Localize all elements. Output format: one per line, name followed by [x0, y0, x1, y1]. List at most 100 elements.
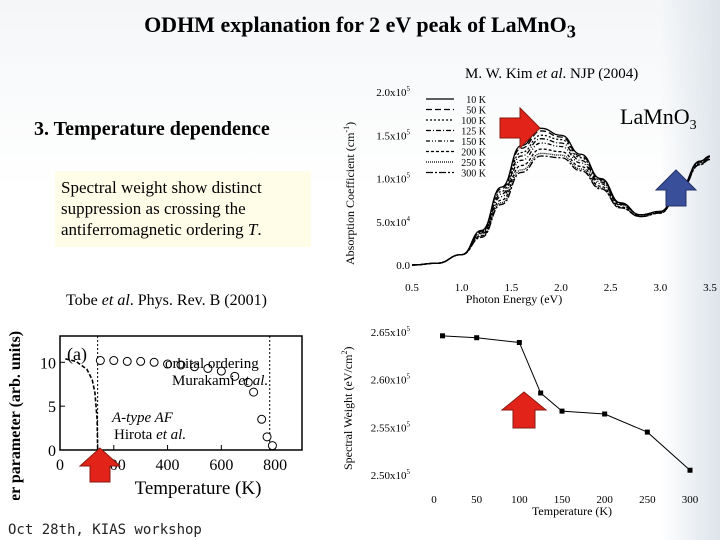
- abs-x-ticks: 0.5 1.0 1.5 2.0 2.5 3.0 3.5: [405, 282, 717, 294]
- abs-series-line: [411, 127, 711, 266]
- tobe-etal: et al: [101, 292, 130, 309]
- abs-y-tick-label: 0.0: [396, 260, 410, 272]
- sw-x-ticks: 0 50 100 150 200 250 300: [431, 494, 699, 506]
- absorption-chart: Absorption Coefficient (cm-1) 0.0 5.0x104…: [342, 85, 717, 306]
- tobe-plot: [65, 336, 277, 451]
- spectral-weight-chart: Spectral Weight (eV/cm2) 2.50x105 2.55x10…: [340, 325, 699, 518]
- tobe-x-tick-label: 400: [156, 457, 180, 474]
- abs-x-tick-label: 1.0: [455, 282, 469, 294]
- sw-y-tick-label: 2.55x105: [371, 420, 411, 434]
- abs-y-ticks: 0.0 5.0x104 1.0x105 1.5x105 2.0x105: [376, 85, 410, 272]
- tobe-y-tick-label: 10: [40, 355, 56, 372]
- red-arrow-up-icon-sw: [500, 391, 548, 429]
- abs-y-tick-label: 2.0x105: [376, 85, 410, 99]
- footer-text: Oct 28th, KIAS workshop: [8, 522, 202, 538]
- orbital-data-point: [136, 356, 146, 366]
- sw-data-point: [474, 335, 480, 341]
- sw-x-tick-label: 250: [639, 494, 656, 506]
- abs-x-tick-label: 3.0: [653, 282, 667, 294]
- abs-curves: [411, 127, 711, 266]
- orbital-data-point: [95, 356, 105, 366]
- tobe-y-axis-label: order parameter (arb. units): [7, 331, 24, 500]
- abs-y-tick-label: 5.0x104: [376, 215, 410, 229]
- abs-series-line: [411, 138, 711, 266]
- order-parameter-chart: order parameter (arb. units) 05100200400…: [7, 331, 303, 525]
- orbital-data-point: [122, 356, 132, 366]
- tobe-citation: Tobe et al. Phys. Rev. B (2001): [66, 292, 267, 310]
- slide-title: ODHM explanation for 2 eV peak of LaMnO3: [0, 12, 720, 42]
- abs-series-line: [411, 148, 711, 266]
- kim-citation: M. W. Kim et al. NJP (2004): [465, 66, 638, 83]
- citation-journal: . NJP (2004): [562, 66, 639, 82]
- sw-y-axis-label: Spectral Weight (eV/cm2): [340, 347, 355, 470]
- tobe-frame: [59, 335, 303, 451]
- abs-y-tick-label: 1.0x105: [376, 172, 410, 186]
- orbital-data-point: [257, 414, 267, 424]
- red-arrow-right-icon: [499, 106, 541, 150]
- tobe-ylabel-group: order parameter (arb. units): [7, 331, 24, 525]
- sw-data-point: [559, 408, 565, 414]
- abs-x-tick-label: 1.5: [504, 282, 518, 294]
- orbital-annotation-line1: orbital ordering: [165, 356, 259, 372]
- abs-legend-label: 125 K: [461, 127, 487, 138]
- red-arrow-up-icon-tobe: [78, 447, 122, 483]
- tobe-y-tick-label: 0: [48, 443, 56, 460]
- abs-legend-label: 300 K: [461, 169, 487, 180]
- tobe-figure-panel: order parameter (arb. units) 05100200400…: [2, 316, 314, 525]
- abs-series-line: [411, 155, 711, 266]
- orbital-data-point: [249, 387, 259, 397]
- orbital-data-point: [230, 371, 240, 381]
- sw-data-point: [602, 411, 608, 417]
- orbital-data-point: [267, 441, 277, 451]
- sw-x-tick-label: 150: [554, 494, 571, 506]
- lamno3-label: LaMnO3: [620, 104, 697, 133]
- af-annotation-line2: Hirota et al.: [114, 427, 186, 443]
- abs-x-tick-label: 2.0: [554, 282, 568, 294]
- orbital-data-point: [216, 366, 226, 376]
- abs-x-tick-label: 0.5: [405, 282, 419, 294]
- title-text: ODHM explanation for 2 eV peak of LaMnO: [144, 12, 567, 37]
- orbital-data-point: [109, 356, 119, 366]
- sw-data-point: [644, 429, 650, 435]
- af-annotation-line1: A-type AF: [111, 410, 174, 426]
- sw-line: [442, 335, 691, 471]
- abs-series-line: [411, 142, 711, 266]
- abs-x-tick-label: 3.5: [703, 282, 717, 294]
- sw-data-point: [687, 467, 693, 473]
- orbital-annotation-line2: Murakami et al.: [172, 373, 268, 389]
- orbital-data-point: [243, 377, 253, 387]
- slide-background-accent: [660, 0, 720, 540]
- abs-legend-label: 150 K: [461, 137, 487, 148]
- abs-legend-label: 100 K: [461, 116, 487, 127]
- abs-legend-label: 10 K: [466, 95, 487, 106]
- sw-x-tick-label: 0: [431, 494, 437, 506]
- orbital-data-point: [262, 432, 272, 442]
- sw-x-tick-label: 300: [682, 494, 699, 506]
- sw-y-tick-label: 2.60x105: [371, 373, 411, 387]
- sw-data-point: [516, 339, 522, 345]
- panel-label: (a): [67, 344, 87, 365]
- note-text: Spectral weight show distinct suppressio…: [61, 178, 262, 239]
- af-order-curve: [65, 358, 99, 451]
- tobe-y-tick-label: 5: [48, 399, 56, 416]
- tobe-x-tick-label: 800: [263, 457, 287, 474]
- sw-plot: [440, 333, 693, 473]
- section-heading: 3. Temperature dependence: [34, 118, 270, 140]
- sw-y-ticks: 2.50x105 2.55x105 2.60x105 2.65x105: [371, 325, 411, 482]
- orbital-data-point: [203, 363, 213, 373]
- sw-x-axis-label: Temperature (K): [532, 504, 612, 518]
- tobe-authors: Tobe: [66, 292, 102, 309]
- orbital-data-point: [149, 357, 159, 367]
- sw-y-tick-label: 2.50x105: [371, 468, 411, 482]
- abs-legend-label: 50 K: [466, 106, 487, 117]
- abs-legend-label: 200 K: [461, 148, 487, 159]
- tobe-x-tick-label: 0: [56, 457, 64, 474]
- orbital-data-point: [189, 362, 199, 372]
- abs-ylabel-group: Absorption Coefficient (cm-1): [342, 122, 357, 265]
- sw-data-point: [440, 333, 446, 339]
- citation-authors: M. W. Kim: [465, 66, 537, 82]
- spectral-weight-note: Spectral weight show distinct suppressio…: [54, 170, 312, 248]
- orbital-data-point: [163, 359, 173, 369]
- note-period: .: [257, 220, 262, 239]
